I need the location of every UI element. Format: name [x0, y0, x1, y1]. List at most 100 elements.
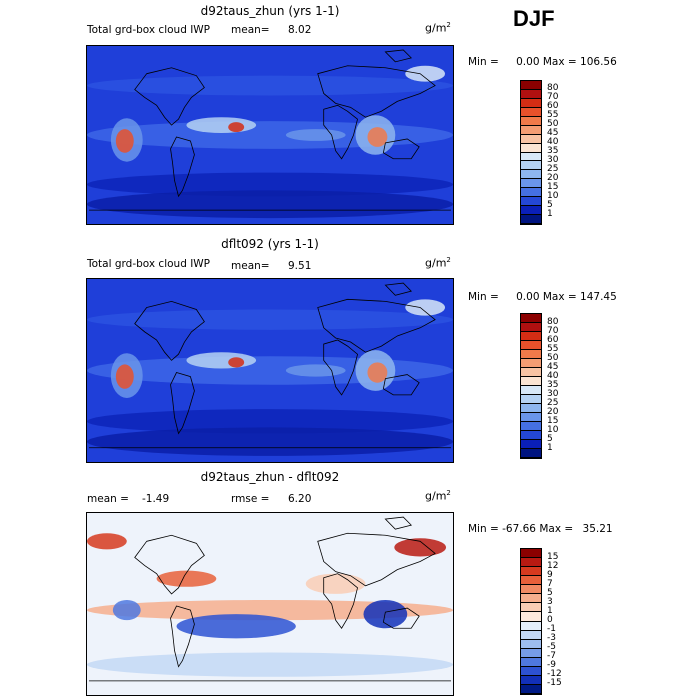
- colorbar-label: -5: [547, 642, 556, 653]
- field-contour-region: [305, 573, 366, 594]
- coastline: [323, 104, 358, 160]
- unit-label: g/m2: [425, 489, 451, 503]
- min-max-readout: Min = 0.00 Max = 106.56: [468, 56, 617, 68]
- field-contour-region: [186, 352, 257, 369]
- colorbar-box: [521, 576, 541, 586]
- colorbar-box: [521, 585, 541, 595]
- colorbar-box: [521, 179, 541, 189]
- colorbar-label: 15: [547, 551, 559, 562]
- max-value: 147.45: [580, 291, 617, 303]
- colorbar-label: 20: [547, 406, 559, 417]
- min-label: Min =: [468, 291, 499, 303]
- max-label: Max =: [542, 291, 577, 303]
- colorbar-box: [521, 567, 541, 577]
- rmse-value: 6.20: [288, 493, 312, 505]
- colorbar-label: 15: [547, 181, 559, 192]
- coastline: [323, 573, 358, 629]
- colorbar-box: [521, 170, 541, 180]
- season-label: DJF: [513, 6, 555, 31]
- min-label: Min =: [468, 56, 499, 68]
- colorbar-label: -3: [547, 633, 556, 644]
- colorbar-label: 45: [547, 361, 559, 372]
- colorbar-box: [521, 594, 541, 604]
- colorbar-box: [521, 630, 541, 640]
- colorbar-box: [521, 206, 541, 216]
- colorbar-box: [521, 134, 541, 144]
- colorbar-label: 55: [547, 110, 559, 121]
- colorbar-box: [521, 116, 541, 126]
- colorbar-box: [521, 98, 541, 108]
- field-contour-region: [115, 129, 134, 153]
- colorbar-box: [521, 675, 541, 685]
- colorbar-box: [521, 197, 541, 207]
- field-contour-region: [112, 599, 141, 621]
- field-contour-region: [87, 652, 453, 677]
- colorbar-label: 35: [547, 146, 559, 156]
- coastline: [384, 516, 413, 530]
- colorbar-box: [521, 440, 541, 449]
- unit-label: g/m2: [425, 256, 451, 270]
- coastline: [382, 374, 420, 396]
- max-value: 106.56: [580, 56, 617, 68]
- min-max-readout: Min = 0.00 Max = 147.45: [468, 291, 617, 303]
- colorbar: [520, 313, 542, 459]
- coastline: [134, 534, 205, 595]
- field-contour-region: [87, 190, 453, 219]
- unit-exp: 2: [446, 21, 451, 29]
- colorbar-label: 3: [547, 596, 553, 607]
- colorbar-label: 70: [547, 92, 559, 103]
- colorbar-label: 9: [547, 569, 553, 580]
- panel-1: d92taus_zhun (yrs 1-1) Total grd-box clo…: [0, 0, 700, 235]
- field-contour-region: [87, 533, 127, 550]
- colorbar-box: [521, 350, 541, 359]
- colorbar-box: [521, 215, 541, 224]
- colorbar-box: [521, 648, 541, 658]
- colorbar-label: 45: [547, 128, 559, 139]
- colorbar-label: 80: [547, 83, 559, 94]
- colorbar-box: [521, 558, 541, 568]
- map-plot: [86, 278, 454, 463]
- colorbar-label: 55: [547, 343, 559, 354]
- colorbar-label: 12: [547, 560, 559, 571]
- field-contour-region: [156, 570, 217, 587]
- coastline: [317, 532, 436, 587]
- colorbar-box: [521, 143, 541, 153]
- field-contour-region: [87, 599, 453, 621]
- colorbar-box: [521, 684, 541, 694]
- colorbar-box: [521, 107, 541, 117]
- map-plot: [86, 512, 454, 696]
- panel-3: d92taus_zhun - dflt092 mean = -1.49 rmse…: [0, 470, 700, 700]
- colorbar-box: [521, 161, 541, 171]
- colorbar-label: 40: [547, 370, 559, 381]
- coastline: [384, 49, 413, 63]
- field-contour-region: [367, 362, 388, 383]
- colorbar-box: [521, 323, 541, 332]
- coastline: [384, 282, 413, 296]
- colorbar-box: [521, 431, 541, 440]
- colorbar-label: 30: [547, 388, 559, 399]
- colorbar-box: [521, 603, 541, 613]
- colorbar-label: 5: [547, 433, 553, 444]
- colorbar-label: -7: [547, 651, 556, 662]
- field-contour-region: [285, 364, 346, 377]
- colorbar-box: [521, 125, 541, 135]
- colorbar-box: [521, 612, 541, 622]
- colorbar-box: [521, 666, 541, 676]
- max-value: 35.21: [582, 523, 613, 535]
- colorbar-label: 1: [547, 442, 553, 453]
- colorbar-box: [521, 657, 541, 667]
- panel-title: d92taus_zhun (yrs 1-1): [200, 4, 340, 18]
- colorbar-label: -15: [547, 678, 562, 689]
- colorbar-label: 30: [547, 154, 559, 165]
- coastline: [323, 339, 358, 396]
- min-value: 0.00: [516, 56, 540, 68]
- mean-value: 8.02: [288, 24, 312, 36]
- colorbar-box: [521, 359, 541, 368]
- colorbar-label: 1: [547, 208, 553, 219]
- colorbar-box: [521, 89, 541, 99]
- colorbar-box: [521, 549, 541, 559]
- rmse-label: rmse =: [231, 493, 270, 505]
- field-contour-region: [115, 364, 134, 389]
- unit-exp: 2: [446, 489, 451, 497]
- colorbar-box: [521, 81, 541, 90]
